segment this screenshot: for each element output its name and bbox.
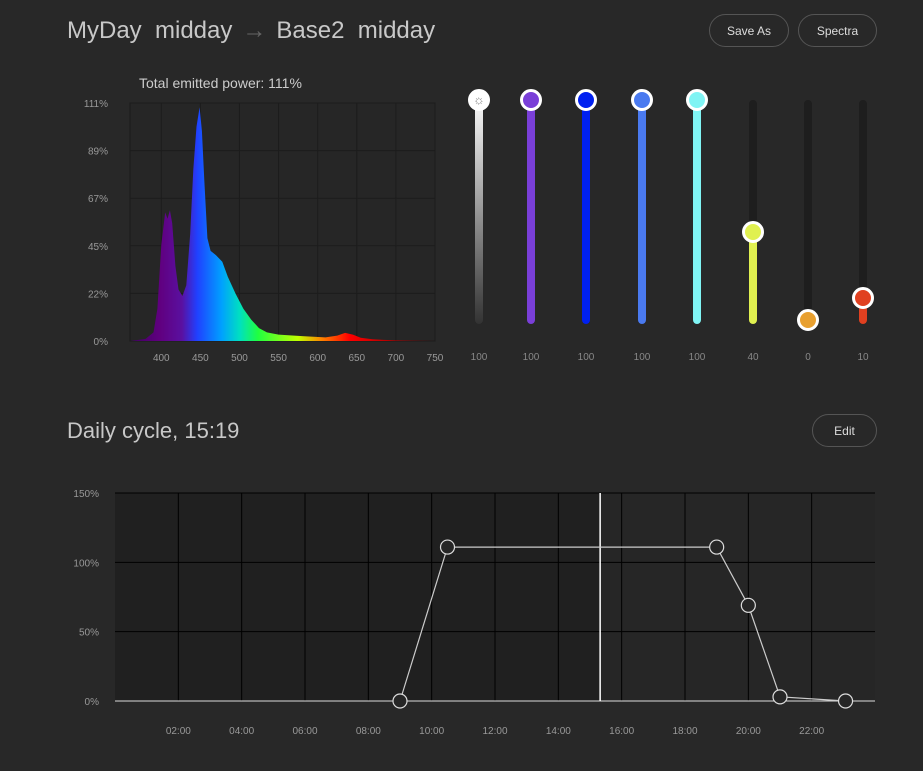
y-tick-label: 111% bbox=[84, 99, 108, 110]
channel-slider[interactable] bbox=[851, 90, 875, 330]
spectra-button[interactable]: Spectra bbox=[798, 14, 877, 47]
slider-thumb[interactable]: ☼ bbox=[468, 89, 490, 111]
slider-thumb[interactable] bbox=[686, 89, 708, 111]
x-tick-label: 06:00 bbox=[292, 726, 317, 737]
cycle-point[interactable] bbox=[392, 693, 408, 709]
x-tick-label: 14:00 bbox=[546, 726, 571, 737]
target-preset: Base2 midday bbox=[276, 17, 436, 44]
channel-slider[interactable] bbox=[796, 90, 820, 331]
cycle-point[interactable] bbox=[740, 597, 756, 613]
spectrum-chart: 400 450 500 550 600 650 700 750 111% 89% 67% 45% 22%… bbox=[84, 99, 444, 364]
page-title: MyDay midday → Base2 midday bbox=[67, 17, 435, 45]
x-tick-label: 750 bbox=[427, 353, 444, 364]
y-tick-label: 0% bbox=[85, 697, 100, 708]
slider-fill bbox=[749, 226, 757, 324]
x-tick-label: 450 bbox=[192, 353, 209, 364]
x-tick-label: 02:00 bbox=[166, 726, 191, 737]
x-tick-label: 10:00 bbox=[419, 726, 444, 737]
cycle-point[interactable] bbox=[772, 689, 788, 705]
elapsed-area bbox=[115, 493, 601, 701]
source-preset: MyDay midday bbox=[67, 17, 233, 44]
channel-slider[interactable]: ☼ bbox=[467, 89, 491, 330]
cycle-point[interactable] bbox=[439, 539, 456, 555]
channel-slider[interactable] bbox=[685, 89, 709, 330]
slider-fill bbox=[475, 94, 483, 324]
y-tick-label: 150% bbox=[73, 489, 99, 500]
slider-fill bbox=[693, 94, 701, 324]
channel-slider[interactable] bbox=[630, 89, 654, 330]
channel-value: 0 bbox=[805, 352, 811, 363]
x-tick-label: 20:00 bbox=[736, 726, 761, 737]
slider-track[interactable] bbox=[859, 100, 867, 324]
y-tick-label: 0% bbox=[94, 337, 109, 348]
x-tick-label: 12:00 bbox=[482, 726, 507, 737]
y-tick-label: 45% bbox=[88, 242, 108, 253]
daily-cycle-title: Daily cycle, 15:19 bbox=[67, 418, 240, 443]
channel-value: 100 bbox=[688, 352, 706, 363]
slider-fill bbox=[527, 94, 535, 324]
x-tick-label: 650 bbox=[348, 353, 365, 364]
sun-icon: ☼ bbox=[473, 92, 485, 107]
y-tick-label: 22% bbox=[88, 289, 108, 300]
x-tick-label: 600 bbox=[309, 353, 326, 364]
y-tick-label: 50% bbox=[79, 628, 99, 639]
total-power-label: Total emitted power: 111% bbox=[139, 75, 302, 91]
channel-slider[interactable] bbox=[519, 89, 543, 330]
channel-value: 10 bbox=[857, 352, 869, 363]
edit-button[interactable]: Edit bbox=[812, 414, 877, 447]
spectrum-area bbox=[130, 107, 435, 341]
cycle-line bbox=[399, 546, 846, 702]
save-as-button[interactable]: Save As bbox=[709, 14, 789, 47]
channel-slider[interactable] bbox=[741, 90, 765, 330]
slider-fill bbox=[582, 94, 590, 324]
x-tick-label: 500 bbox=[231, 353, 248, 364]
channel-value: 100 bbox=[522, 352, 540, 363]
arrow-icon: → bbox=[242, 17, 267, 44]
channel-value: 100 bbox=[633, 352, 651, 363]
daily-cycle-chart[interactable]: 02:00 04:00 06:00 08:00 10:00 12:00 14:00 16:00… bbox=[0, 480, 923, 750]
slider-thumb[interactable] bbox=[797, 309, 819, 331]
slider-track[interactable] bbox=[804, 100, 812, 324]
slider-fill bbox=[638, 94, 646, 324]
channel-slider[interactable] bbox=[574, 89, 598, 330]
slider-thumb[interactable] bbox=[742, 221, 764, 243]
slider-thumb[interactable] bbox=[852, 287, 874, 309]
slider-track[interactable] bbox=[749, 100, 757, 324]
y-tick-label: 89% bbox=[88, 147, 108, 158]
channel-value: 100 bbox=[470, 352, 488, 363]
x-tick-label: 22:00 bbox=[799, 726, 824, 737]
x-tick-label: 04:00 bbox=[229, 726, 254, 737]
x-tick-label: 16:00 bbox=[609, 726, 634, 737]
cycle-point[interactable] bbox=[837, 693, 854, 709]
y-tick-label: 67% bbox=[88, 194, 108, 205]
slider-thumb[interactable] bbox=[575, 89, 597, 111]
x-tick-label: 550 bbox=[270, 353, 287, 364]
x-tick-label: 700 bbox=[388, 353, 405, 364]
x-tick-label: 08:00 bbox=[356, 726, 381, 737]
channel-value: 40 bbox=[747, 352, 759, 363]
cycle-point[interactable] bbox=[709, 539, 725, 555]
x-tick-label: 18:00 bbox=[672, 726, 697, 737]
x-tick-label: 400 bbox=[153, 353, 170, 364]
channel-value: 100 bbox=[577, 352, 595, 363]
slider-thumb[interactable] bbox=[631, 89, 653, 111]
y-tick-label: 100% bbox=[73, 558, 99, 569]
slider-thumb[interactable] bbox=[520, 89, 542, 111]
